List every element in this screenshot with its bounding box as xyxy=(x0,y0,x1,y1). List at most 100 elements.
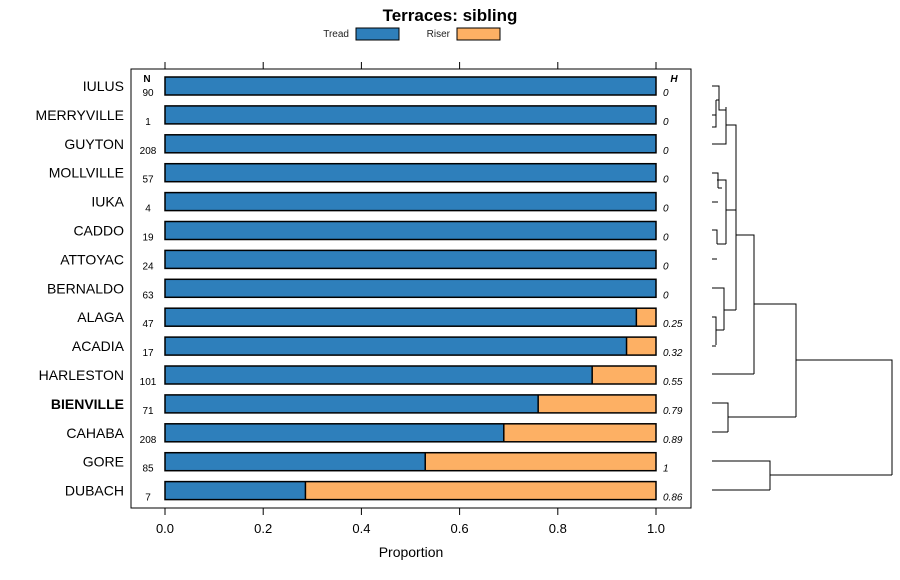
bar-riser xyxy=(636,308,656,327)
n-value: 101 xyxy=(140,377,157,388)
bar-outline xyxy=(164,105,657,125)
bar-outline xyxy=(164,191,657,212)
h-value: 0 xyxy=(663,146,669,157)
category-label: CADDO xyxy=(73,223,124,239)
category-label: BIENVILLE xyxy=(51,396,124,412)
h-value: 0.25 xyxy=(663,319,683,330)
h-value: 0.55 xyxy=(663,377,683,388)
h-value: 0.32 xyxy=(663,348,683,359)
bar-outline xyxy=(164,220,657,241)
bar-riser xyxy=(503,423,656,442)
bar-tread xyxy=(165,250,656,269)
x-tick-label: 0.6 xyxy=(451,521,469,536)
dendrogram-branch xyxy=(712,234,755,375)
bar-outline xyxy=(164,480,657,501)
bar-riser xyxy=(592,366,656,384)
dendrogram-branch xyxy=(712,460,771,491)
n-value: 57 xyxy=(142,175,154,186)
axes-group: 0.0 0.2 0.4 0.6 0.8 1.0 xyxy=(156,62,665,536)
category-label: MOLLVILLE xyxy=(49,165,124,181)
dendrogram xyxy=(712,85,893,491)
bars-group: IULUS 90 0 MERRYVILLE 1 0 GUYTON 208 0 MOLLVILLE 5… xyxy=(36,76,683,504)
legend-label-tread: Tread xyxy=(323,29,349,40)
legend-label-riser: Riser xyxy=(427,29,451,40)
n-value: 208 xyxy=(140,146,157,157)
dendrogram-branch xyxy=(712,172,722,203)
legend-swatch-tread xyxy=(355,27,400,41)
chart-title: Terraces: sibling xyxy=(383,6,518,25)
category-label: CAHABA xyxy=(66,425,124,441)
bar-outline xyxy=(164,307,657,327)
h-value: 0.79 xyxy=(663,406,683,417)
bar-outline xyxy=(164,394,657,414)
bar-tread xyxy=(165,394,539,413)
x-tick-label: 0.0 xyxy=(156,521,174,536)
category-label: IULUS xyxy=(83,78,124,94)
n-value: 24 xyxy=(142,261,154,272)
bar-riser xyxy=(626,337,656,356)
x-tick-label: 0.8 xyxy=(549,521,567,536)
bar-outline xyxy=(164,451,657,472)
bar-tread xyxy=(165,481,306,500)
x-axis-title: Proportion xyxy=(379,544,444,560)
h-value: 0 xyxy=(663,261,669,272)
h-value: 1 xyxy=(663,464,669,475)
dendrogram-branch xyxy=(726,124,737,310)
h-value: 0.89 xyxy=(663,435,683,446)
bar-tread xyxy=(165,192,656,211)
bar-outline xyxy=(164,76,657,96)
bar-riser xyxy=(425,452,656,471)
dendrogram-branch xyxy=(712,92,727,145)
n-value: 71 xyxy=(142,406,154,417)
bar-outline xyxy=(164,336,657,356)
bar-outline xyxy=(164,423,657,443)
category-label: BERNALDO xyxy=(47,280,124,296)
n-value: 85 xyxy=(142,464,154,475)
category-label: ATTOYAC xyxy=(60,251,124,267)
bar-riser xyxy=(538,394,656,413)
category-label: ALAGA xyxy=(77,309,124,325)
h-value: 0 xyxy=(663,175,669,186)
legend: Tread Riser xyxy=(323,27,501,41)
bar-tread xyxy=(165,134,656,153)
bar-tread xyxy=(165,221,656,240)
n-value: 47 xyxy=(142,319,154,330)
bar-tread xyxy=(165,105,656,124)
n-value: 208 xyxy=(140,435,157,446)
bar-tread xyxy=(165,337,627,356)
category-label: ACADIA xyxy=(72,338,125,354)
h-value: 0 xyxy=(663,233,669,244)
bar-outline xyxy=(164,162,657,183)
n-value: 7 xyxy=(145,493,151,504)
bar-tread xyxy=(165,279,656,298)
bar-tread xyxy=(165,423,504,442)
h-value: 0 xyxy=(663,88,669,99)
bar-tread xyxy=(165,163,656,182)
plot-frame xyxy=(130,68,692,509)
n-value: 63 xyxy=(142,290,154,301)
dendrogram-branch xyxy=(712,179,727,260)
x-tick-label: 1.0 xyxy=(647,521,665,536)
n-value: 17 xyxy=(142,348,154,359)
category-label: GORE xyxy=(83,454,124,470)
h-value: 0 xyxy=(663,290,669,301)
dendrogram-branch xyxy=(770,359,893,476)
dendrogram-branch xyxy=(712,402,729,433)
category-label: IUKA xyxy=(91,194,124,210)
n-header: N xyxy=(143,74,150,85)
legend-swatch-riser xyxy=(456,27,501,41)
x-tick-label: 0.2 xyxy=(254,521,272,536)
bar-tread xyxy=(165,452,426,471)
bar-outline xyxy=(164,365,657,385)
dendrogram-branch xyxy=(712,115,717,128)
n-value: 19 xyxy=(142,233,154,244)
x-tick-label: 0.4 xyxy=(352,521,370,536)
category-label: MERRYVILLE xyxy=(36,107,124,123)
category-label: DUBACH xyxy=(65,483,124,499)
bar-riser xyxy=(305,481,656,500)
bar-outline xyxy=(164,249,657,270)
dendrogram-branch xyxy=(728,303,797,418)
h-header: H xyxy=(670,74,678,85)
bar-tread xyxy=(165,77,656,95)
